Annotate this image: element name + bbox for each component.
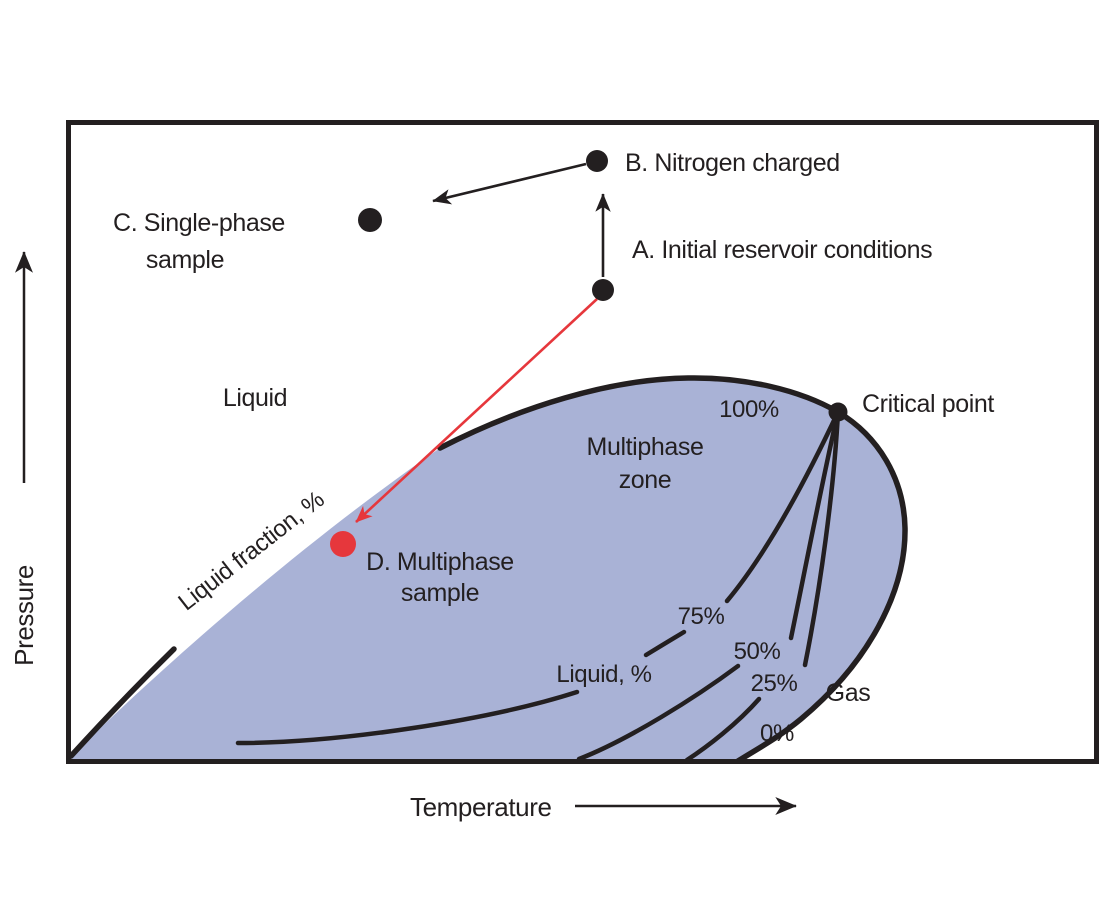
point-d-dot [330, 531, 356, 557]
quality-label-25: 25% [751, 670, 798, 697]
multiphase-envelope-region [70, 377, 906, 761]
quality-line-25-upper [802, 409, 841, 668]
point-c-label-line1: C. Single-phase [113, 209, 285, 237]
critical-point-dot [828, 402, 848, 422]
multiphase-zone-label-line2: zone [619, 466, 672, 494]
arrow-a-to-d [355, 298, 598, 523]
point-b-label: B. Nitrogen charged [625, 149, 840, 177]
quality-label-100: 100% [719, 396, 779, 423]
point-b-dot [586, 150, 608, 172]
point-c-label-line2: sample [146, 246, 224, 274]
pressure-axis-label: Pressure [9, 565, 39, 666]
quality-line-25-lower [684, 696, 762, 763]
point-d-label-line2: sample [401, 579, 479, 607]
quality-label-0: 0% [760, 720, 794, 747]
quality-label-75: 75% [678, 603, 725, 630]
point-a-dot [592, 279, 614, 301]
plot-border [66, 120, 1099, 764]
liquid-region-label: Liquid [223, 384, 287, 412]
point-a-label: A. Initial reservoir conditions [632, 236, 932, 264]
point-d-label-line1: D. Multiphase [366, 548, 514, 576]
quality-family-label: Liquid, % [556, 661, 651, 688]
multiphase-zone-label-line1: Multiphase [587, 433, 704, 461]
critical-point-label: Critical point [862, 390, 994, 418]
bubble-line-lower-segment [68, 646, 177, 759]
point-c-dot [358, 208, 382, 232]
quality-line-50-upper [788, 409, 841, 641]
quality-line-75-lower [235, 689, 580, 746]
arrow-b-to-c [432, 162, 587, 205]
quality-label-50: 50% [734, 638, 781, 665]
gas-region-label: Gas [826, 679, 871, 707]
quality-line-75-middle [643, 629, 687, 658]
quality-line-50-lower [576, 663, 741, 762]
quality-line-75-upper [724, 409, 841, 604]
temperature-axis-label: Temperature [410, 792, 552, 822]
phase-envelope-boundary [437, 375, 908, 764]
quality-lines [235, 409, 841, 763]
